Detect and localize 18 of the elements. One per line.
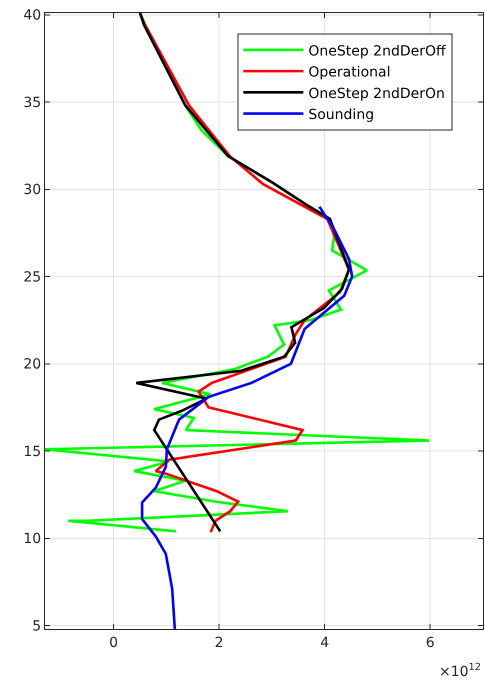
legend-label: OneStep 2ndDerOn xyxy=(308,86,445,102)
legend-label: Sounding xyxy=(308,106,374,123)
y-tick-label: 25 xyxy=(23,269,42,286)
x-tick-label: 0 xyxy=(109,634,118,651)
x-tick-label: 4 xyxy=(320,634,330,651)
legend-label: Operational xyxy=(308,64,390,81)
y-tick-label: 15 xyxy=(23,444,42,460)
y-tick-label: 30 xyxy=(23,182,42,198)
x-tick-label: 2 xyxy=(214,634,224,651)
y-tick-label: 20 xyxy=(23,356,42,373)
y-tick-label: 35 xyxy=(23,94,42,111)
y-tick-label: 10 xyxy=(23,531,42,548)
line-series xyxy=(140,205,354,629)
legend-label: OneStep 2ndDerOff xyxy=(308,43,446,60)
text: ×10$^{12}$ xyxy=(439,662,482,680)
y-tick-label: 40 xyxy=(23,8,42,24)
x-tick-label: 6 xyxy=(426,634,435,651)
y-tick-label: 5 xyxy=(32,618,42,634)
